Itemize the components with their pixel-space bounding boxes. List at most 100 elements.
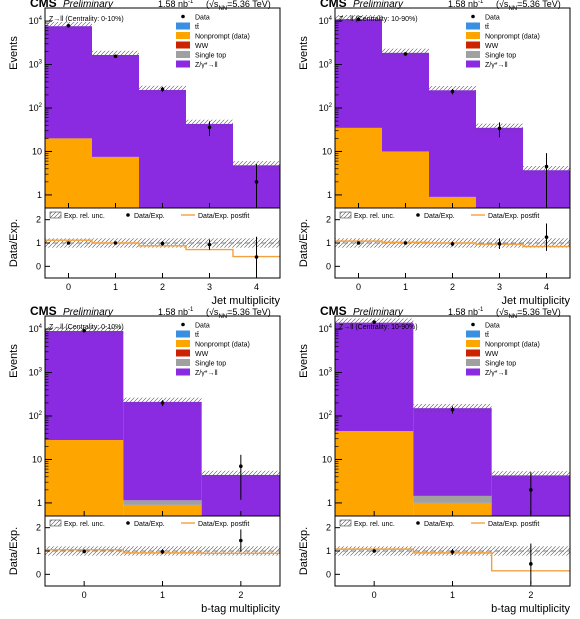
data-points xyxy=(372,320,533,515)
data-points xyxy=(356,17,549,207)
ratio-legend-unc: Exp. rel. unc. xyxy=(64,213,105,220)
legend-swatch-nonprompt xyxy=(466,32,480,39)
bar-dy-bin-0 xyxy=(335,19,382,128)
y-tick-label: 1 xyxy=(327,190,332,200)
legend-swatch-ttbar xyxy=(176,330,190,338)
bar-nonprompt-bin-0 xyxy=(335,127,382,208)
y-axis-ticks: 1 10 102 103 104 xyxy=(319,315,342,508)
data-point xyxy=(544,164,549,169)
ratio-point xyxy=(82,549,86,554)
ratio-legend-unc-swatch xyxy=(49,519,62,527)
ratio-pad: 0 1 2 xyxy=(326,515,571,587)
ratio-point xyxy=(450,550,455,554)
legend-label-data: Data xyxy=(195,15,210,22)
y-tick-label: 10 xyxy=(32,454,42,464)
legend-label-ww: WW xyxy=(485,351,499,358)
legend-label-ttbar: tt̄ xyxy=(195,23,199,31)
energy-label: (√sNN=5.36 TeV) xyxy=(496,0,561,12)
cms-label: CMS xyxy=(30,0,57,10)
y-tick-label: 104 xyxy=(319,16,333,26)
y-tick-label: 103 xyxy=(319,60,333,70)
ratio-point xyxy=(372,549,376,553)
bar-ww-bin-0 xyxy=(335,127,382,128)
lumi-label: 1.58 nb-1 xyxy=(448,0,484,9)
x-axis-label: b-tag multiplicity xyxy=(491,603,570,615)
legend-label-dy: Z/γ*→ll xyxy=(195,62,218,69)
ratio-legend: Exp. rel. unc. Data/Exp. Data/Exp. postfit xyxy=(339,519,539,528)
ratio-point xyxy=(66,241,71,245)
ratio-point xyxy=(356,241,361,245)
ratio-y-axis-label: Data/Exp. xyxy=(298,219,310,267)
channel-label: Z→ll (Centrality: 0-10%) xyxy=(49,324,124,331)
x-tick-label: 2 xyxy=(160,282,165,292)
preliminary-label: Preliminary xyxy=(63,0,114,10)
x-tick-label: 3 xyxy=(497,282,502,292)
ratio-legend-marker xyxy=(416,213,420,217)
data-point xyxy=(239,464,243,468)
preliminary-label: Preliminary xyxy=(353,0,404,10)
x-tick-label: 1 xyxy=(403,282,408,292)
x-tick-label: 0 xyxy=(356,282,361,292)
legend-label-ttbar: tt̄ xyxy=(485,23,489,31)
ratio-legend-ratio: Data/Exp. xyxy=(134,213,165,220)
bar-dy-bin-0 xyxy=(45,26,92,139)
legend-label-data: Data xyxy=(485,15,500,22)
bar-singletop-bin-1 xyxy=(413,495,492,503)
ratio-y-tick-label: 0 xyxy=(326,261,331,271)
data-points xyxy=(66,23,259,207)
stack-histogram xyxy=(45,22,280,208)
ratio-point xyxy=(160,241,165,246)
data-point xyxy=(160,401,165,405)
legend-label-singletop: Single top xyxy=(195,361,226,368)
ratio-legend: Exp. rel. unc. Data/Exp. Data/Exp. postfit xyxy=(49,211,249,220)
legend-swatch-ww xyxy=(466,349,480,357)
legend-swatch-dy xyxy=(466,60,480,68)
legend-label-ww: WW xyxy=(195,43,209,50)
plot-header: CMS Preliminary 1.58 nb-1 (√sNN=5.36 TeV) xyxy=(320,304,561,320)
y-tick-label: 10 xyxy=(32,146,42,156)
stack-histogram xyxy=(335,15,570,208)
ratio-pad: 0 1 2 xyxy=(36,515,281,587)
legend-swatch-dy xyxy=(176,368,190,376)
data-point xyxy=(372,320,376,324)
bar-dy-bin-1 xyxy=(413,408,492,496)
legend-swatch-singletop xyxy=(466,359,480,366)
ratio-legend-unc: Exp. rel. unc. xyxy=(354,213,395,220)
data-point xyxy=(450,407,455,412)
legend-label-ww: WW xyxy=(485,43,499,50)
ratio-legend: Exp. rel. unc. Data/Exp. Data/Exp. postfit xyxy=(49,519,249,528)
x-tick-label: 2 xyxy=(238,590,243,600)
ratio-legend-unc: Exp. rel. unc. xyxy=(354,521,395,528)
bar-dy-bin-3 xyxy=(476,127,523,208)
plot-header: CMS Preliminary 1.58 nb-1 (√sNN=5.36 TeV) xyxy=(320,0,561,12)
ratio-y-tick-label: 0 xyxy=(326,569,331,579)
data-point xyxy=(254,180,259,184)
bar-nonprompt-bin-1 xyxy=(382,151,429,208)
legend-label-nonprompt: Nonprompt (data) xyxy=(485,342,540,349)
ratio-point xyxy=(254,255,259,259)
legend-data-marker xyxy=(181,322,185,327)
y-axis-label: Events xyxy=(298,344,310,378)
legend-label-dy: Z/γ*→ll xyxy=(485,62,508,69)
legend-swatch-nonprompt xyxy=(176,32,190,39)
x-tick-label: 3 xyxy=(207,282,212,292)
bar-dy-bin-3 xyxy=(186,123,233,208)
bar-nonprompt-bin-0 xyxy=(45,138,92,208)
bar-dy-bin-1 xyxy=(382,52,429,152)
data-point xyxy=(529,488,533,492)
preliminary-label: Preliminary xyxy=(353,307,404,318)
legend-label-singletop: Single top xyxy=(195,53,226,60)
ratio-y-tick-label: 1 xyxy=(326,546,331,556)
legend-label-singletop: Single top xyxy=(485,53,516,60)
y-tick-label: 1 xyxy=(37,190,42,200)
legend-label-nonprompt: Nonprompt (data) xyxy=(195,342,250,349)
energy-label: (√sNN=5.36 TeV) xyxy=(206,307,271,320)
data-point xyxy=(113,54,118,59)
y-tick-label: 102 xyxy=(29,411,43,421)
x-tick-label: 0 xyxy=(66,282,71,292)
legend-label-singletop: Single top xyxy=(485,361,516,368)
